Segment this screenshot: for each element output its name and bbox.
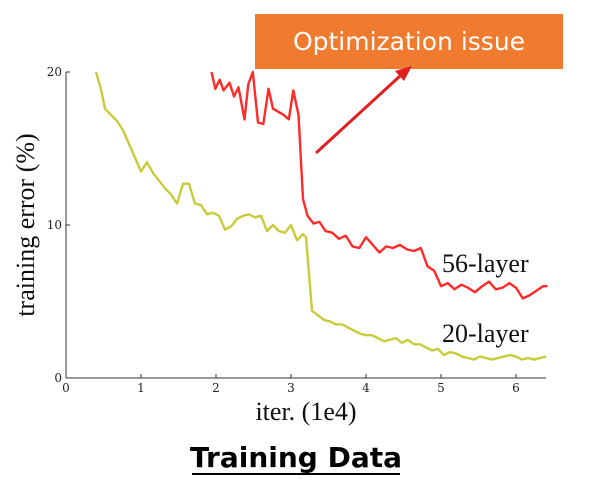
callout-arrow-shaft: [314, 74, 402, 155]
y-tick-label: 10: [47, 218, 62, 232]
series-lines: [94, 70, 548, 361]
x-tick-label: 2: [212, 381, 220, 395]
y-tick-label: 0: [54, 371, 62, 385]
callout-box: [255, 14, 563, 69]
x-ticks: 0 1 2 3 4 5 6: [62, 374, 520, 395]
y-ticks: 0 10 20: [47, 65, 70, 385]
y-tick-label: 20: [47, 65, 62, 79]
x-tick-label: 4: [362, 381, 370, 395]
x-tick-label: 3: [287, 381, 295, 395]
callout-arrow: [314, 66, 412, 155]
callout-arrow-head: [395, 66, 412, 81]
x-tick-label: 5: [437, 381, 445, 395]
x-tick-label: 0: [62, 381, 70, 395]
series-label-20-layer: 20-layer: [442, 319, 529, 348]
y-axis-title: training error (%): [11, 133, 40, 316]
x-tick-label: 1: [137, 381, 145, 395]
footer-title: Training Data: [190, 441, 402, 474]
series-line-56-layer: [210, 70, 548, 300]
callout-text: Optimization issue: [293, 27, 525, 56]
series-label-56-layer: 56-layer: [442, 249, 529, 278]
x-axis-title: iter. (1e4): [255, 397, 356, 426]
x-tick-label: 6: [512, 381, 520, 395]
series-line-20-layer: [94, 71, 547, 361]
